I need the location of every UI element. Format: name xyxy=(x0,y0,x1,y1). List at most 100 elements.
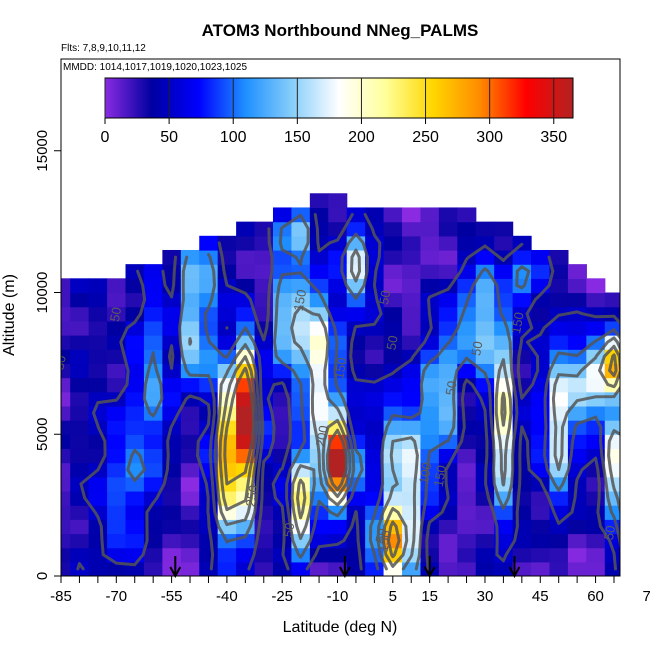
heatmap-cell xyxy=(125,335,145,350)
heatmap-cell xyxy=(309,264,329,279)
heatmap-cell xyxy=(236,420,256,435)
heatmap-cell xyxy=(623,307,642,322)
heatmap-cell xyxy=(61,434,71,450)
heatmap-cell xyxy=(402,306,422,322)
heatmap-cell xyxy=(531,292,551,308)
heatmap-cell xyxy=(162,363,182,379)
heatmap-cell xyxy=(457,547,477,563)
contour-label: 50 xyxy=(442,380,459,397)
heatmap-cell xyxy=(383,207,403,223)
heatmap-cell xyxy=(236,264,256,279)
x-tick-label: -70 xyxy=(105,588,127,605)
heatmap-cell xyxy=(61,292,71,308)
contour-label: 250 xyxy=(243,484,262,508)
heatmap-cell xyxy=(61,490,71,506)
heatmap-cell xyxy=(531,249,551,265)
heatmap-cell xyxy=(642,533,650,548)
heatmap-cell xyxy=(438,292,458,308)
heatmap-cell xyxy=(475,363,495,379)
heatmap-cell xyxy=(309,193,329,209)
x-axis: -85 -70 -55 -40 -25 -10 5 15 30 45 60 75 xyxy=(50,576,650,605)
heatmap-cell xyxy=(143,391,163,407)
heatmap-cell xyxy=(457,320,477,336)
heatmap-cell xyxy=(623,491,642,506)
heatmap-cell xyxy=(567,519,587,535)
heatmap-cell xyxy=(346,547,366,563)
heatmap-cell xyxy=(642,448,650,463)
heatmap-cell xyxy=(125,533,145,549)
plot-frame xyxy=(60,58,621,577)
contour-label: 50 xyxy=(107,306,124,323)
heatmap-cell xyxy=(217,264,237,279)
heatmap-cell xyxy=(70,320,90,336)
heatmap-cell xyxy=(586,278,606,294)
heatmap-cell xyxy=(199,533,219,549)
heatmap-cell xyxy=(143,434,163,450)
heatmap-cell xyxy=(70,377,90,393)
heatmap-cell xyxy=(402,363,422,379)
heatmap-cell xyxy=(61,547,71,563)
heatmap-cell xyxy=(162,476,182,492)
heatmap-cell xyxy=(457,335,477,350)
heatmap-cell xyxy=(125,505,145,520)
heatmap-cell xyxy=(217,561,237,576)
heatmap-cell xyxy=(180,405,200,421)
heatmap-cell xyxy=(70,391,90,407)
heatmap-cell xyxy=(70,561,90,576)
heatmap-cell xyxy=(438,320,458,336)
heatmap-cell xyxy=(531,391,551,407)
heatmap-cell xyxy=(402,320,422,336)
chart-subtitle-dates: MMDD: 1014,1017,1019,1020,1023,1025 xyxy=(63,62,247,73)
heatmap-cell xyxy=(457,505,477,520)
heatmap-cell xyxy=(586,533,606,549)
heatmap-cell xyxy=(586,476,606,492)
heatmap-cell xyxy=(254,292,274,308)
heatmap-cell xyxy=(236,476,256,492)
heatmap-cell xyxy=(475,221,495,237)
heatmap-cell xyxy=(272,207,293,223)
heatmap-cell xyxy=(383,235,403,251)
heatmap-cell xyxy=(438,349,458,364)
heatmap-cell xyxy=(623,505,642,520)
heatmap-cell xyxy=(236,405,256,421)
heatmap-cell xyxy=(402,278,422,294)
heatmap-cell xyxy=(420,420,440,435)
heatmap-cell xyxy=(475,235,495,251)
heatmap-cell xyxy=(143,278,163,294)
heatmap-cell xyxy=(494,533,514,549)
heatmap-cell xyxy=(346,221,366,237)
heatmap-cell xyxy=(549,519,569,535)
heatmap-cell xyxy=(438,476,458,492)
heatmap-cell xyxy=(162,505,182,520)
heatmap-cell xyxy=(494,264,514,279)
heatmap-cell xyxy=(494,349,514,364)
heatmap-cell xyxy=(70,349,90,364)
heatmap-cell xyxy=(475,320,495,336)
heatmap-cell xyxy=(642,548,650,563)
heatmap-cell xyxy=(70,306,90,322)
heatmap-cell xyxy=(531,320,551,336)
heatmap-cell xyxy=(642,363,650,378)
heatmap-cell xyxy=(402,490,422,506)
heatmap-cell xyxy=(512,547,532,563)
heatmap-cell xyxy=(475,292,495,308)
heatmap-cell xyxy=(365,349,385,364)
heatmap-cell xyxy=(531,519,551,535)
contour-label: 50 xyxy=(468,340,485,357)
heatmap-cell xyxy=(291,476,311,492)
heatmap-cell xyxy=(567,278,587,294)
heatmap-cell xyxy=(623,548,642,563)
heatmap-cell xyxy=(61,391,71,407)
heatmap-cell xyxy=(61,505,71,520)
heatmap-cell xyxy=(125,292,145,308)
heatmap-cell xyxy=(567,547,587,563)
heatmap-cell xyxy=(365,448,385,464)
heatmap-cell xyxy=(494,448,514,464)
heatmap-cell xyxy=(512,505,532,520)
heatmap-cell xyxy=(125,278,145,294)
colorbar-tick-label: 300 xyxy=(476,129,503,146)
heatmap-cell xyxy=(291,278,311,294)
heatmap-cell xyxy=(107,448,127,464)
heatmap-cell xyxy=(180,505,200,520)
heatmap-cell xyxy=(438,221,458,237)
